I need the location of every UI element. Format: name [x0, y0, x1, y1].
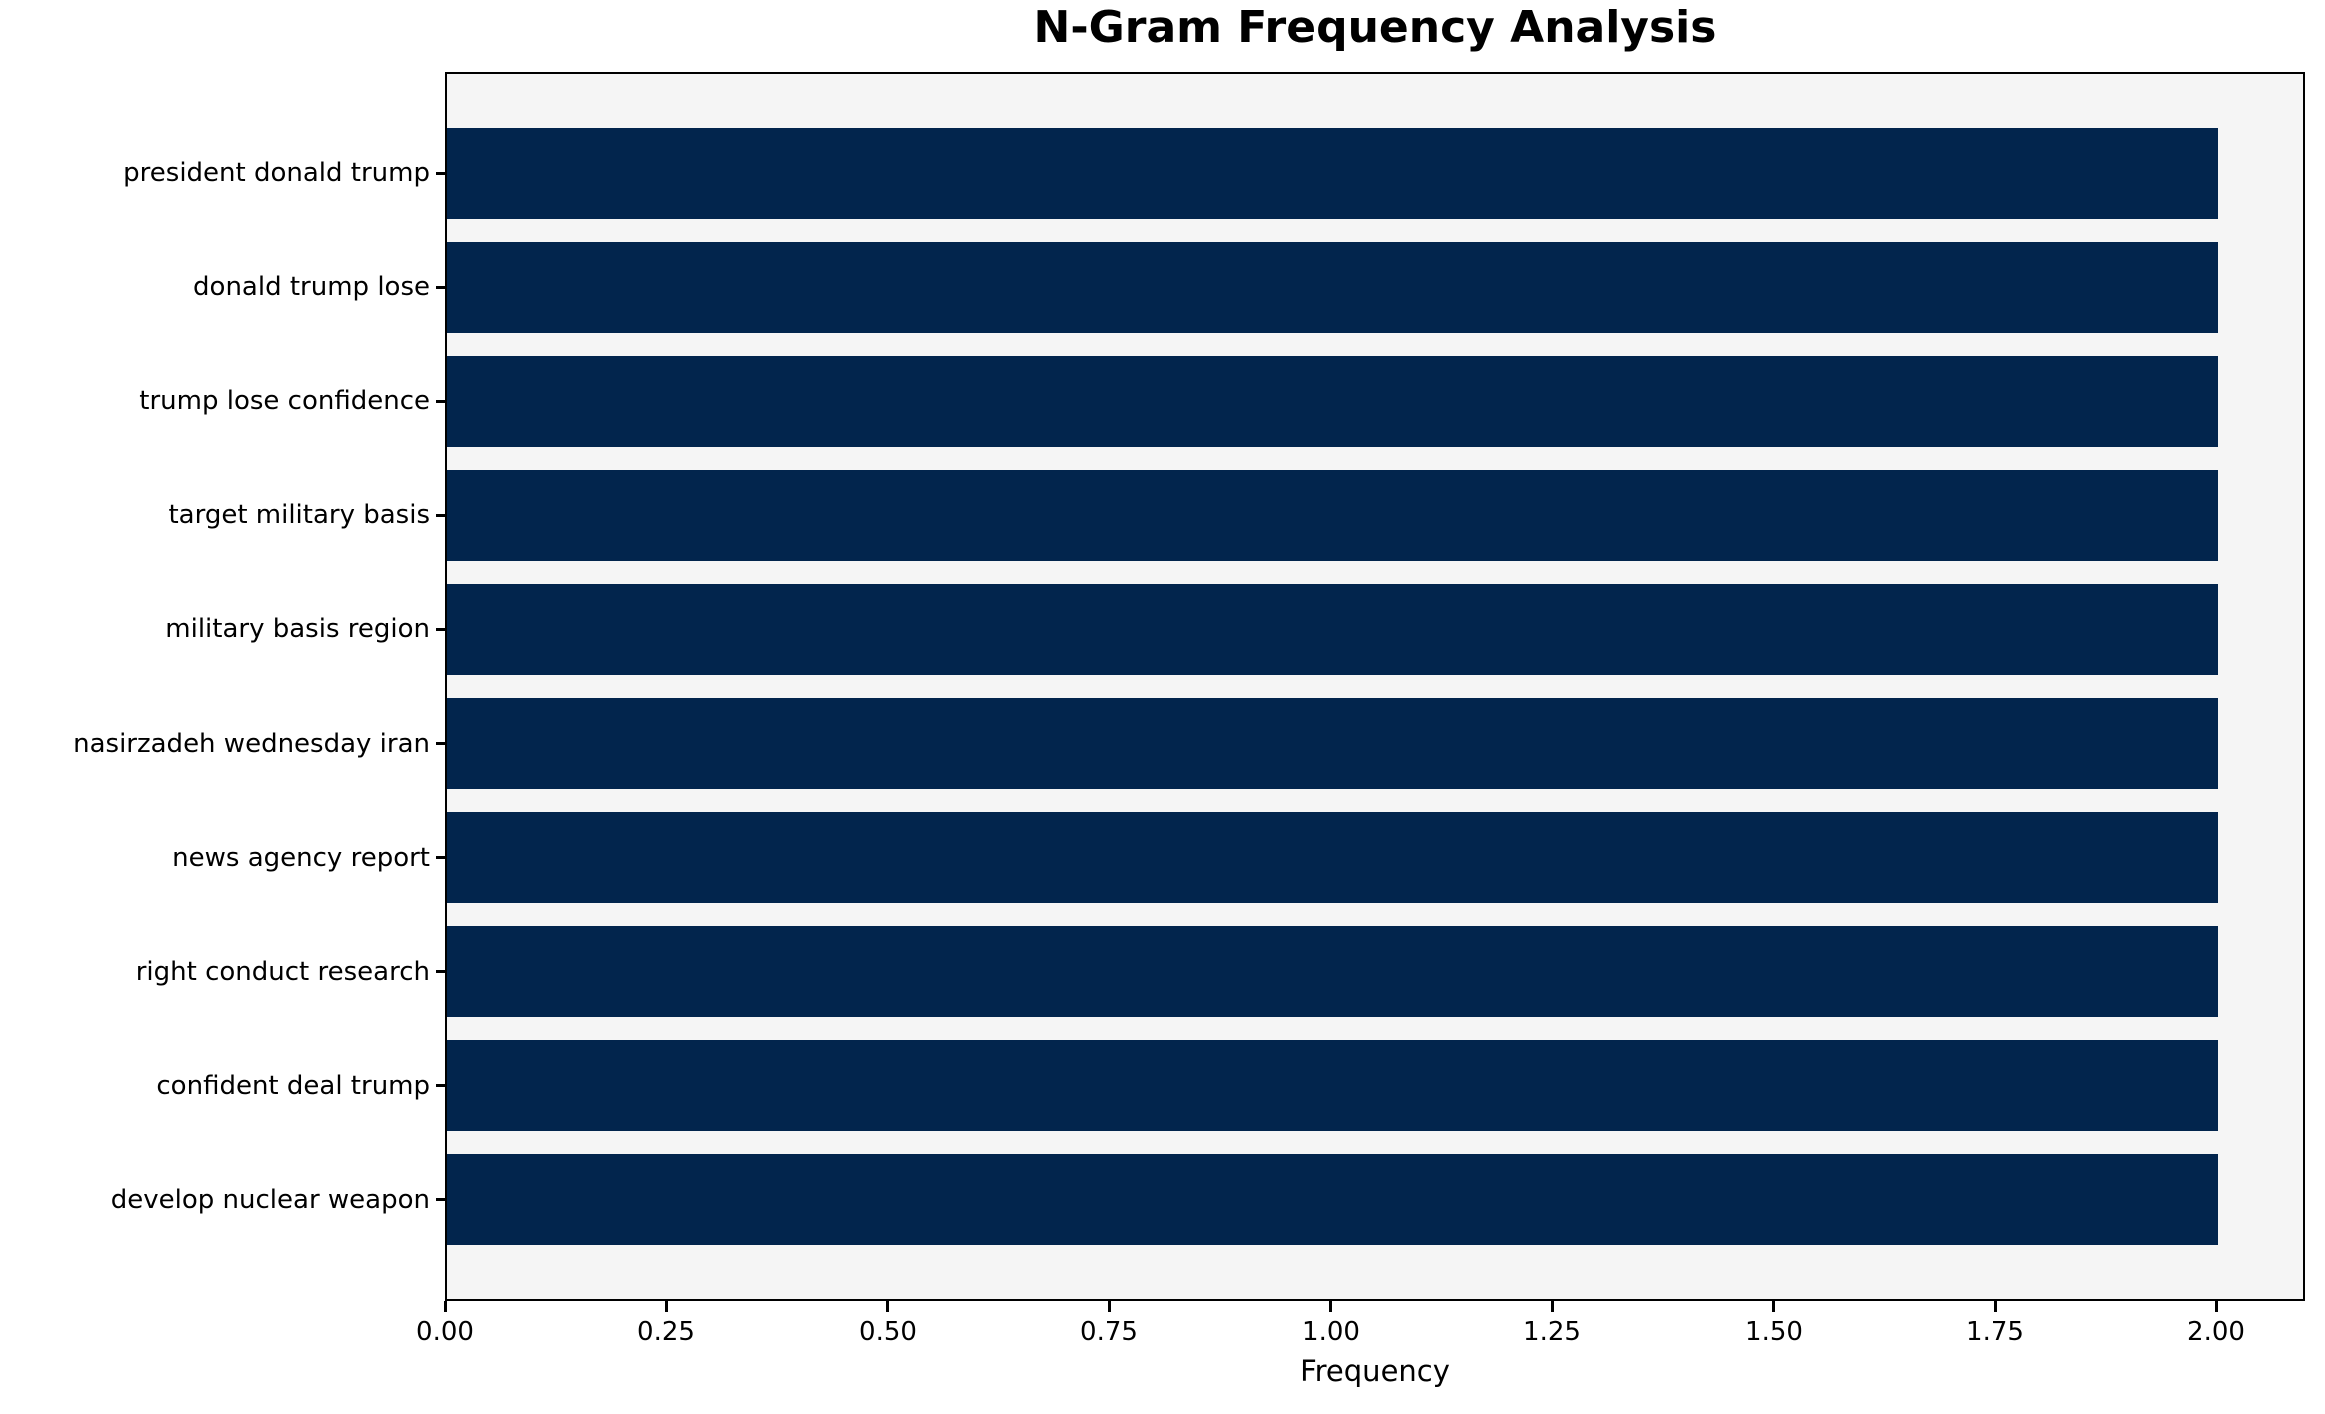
category-label: news agency report	[172, 843, 430, 873]
bar	[447, 584, 2218, 675]
chart-title: N-Gram Frequency Analysis	[1033, 2, 1717, 53]
x-tick-label: 1.25	[1523, 1317, 1581, 1347]
bar	[447, 812, 2218, 903]
category-label: trump lose confidence	[139, 386, 430, 416]
x-tick	[1329, 1301, 1332, 1312]
x-tick	[1994, 1301, 1997, 1312]
x-tick	[1772, 1301, 1775, 1312]
bar	[447, 1040, 2218, 1131]
x-axis-title: Frequency	[1300, 1354, 1450, 1388]
x-tick	[665, 1301, 668, 1312]
category-label: donald trump lose	[193, 272, 430, 302]
category-label: right conduct research	[135, 957, 430, 987]
y-tick	[436, 514, 445, 517]
y-tick	[436, 400, 445, 403]
x-tick	[444, 1301, 447, 1312]
bar	[447, 926, 2218, 1017]
y-tick	[436, 628, 445, 631]
x-tick	[886, 1301, 889, 1312]
category-label: military basis region	[165, 614, 430, 644]
y-tick	[436, 1198, 445, 1201]
x-tick-label: 0.00	[416, 1317, 474, 1347]
category-label: confident deal trump	[156, 1071, 430, 1101]
x-tick-label: 0.75	[1080, 1317, 1138, 1347]
x-tick-label: 1.75	[1966, 1317, 2024, 1347]
y-tick	[436, 970, 445, 973]
bar	[447, 1154, 2218, 1245]
y-tick	[436, 1084, 445, 1087]
x-tick	[1551, 1301, 1554, 1312]
category-label: president donald trump	[123, 158, 430, 188]
x-tick-label: 1.50	[1745, 1317, 1803, 1347]
x-tick-label: 1.00	[1302, 1317, 1360, 1347]
x-tick-label: 0.25	[637, 1317, 695, 1347]
y-tick	[436, 172, 445, 175]
y-tick	[436, 742, 445, 745]
y-tick	[436, 286, 445, 289]
bar	[447, 356, 2218, 447]
category-label: target military basis	[168, 500, 430, 530]
y-tick	[436, 856, 445, 859]
category-label: nasirzadeh wednesday iran	[73, 729, 430, 759]
x-tick	[2215, 1301, 2218, 1312]
plot-area	[445, 72, 2305, 1301]
x-tick	[1108, 1301, 1111, 1312]
bar	[447, 698, 2218, 789]
x-tick-label: 0.50	[859, 1317, 917, 1347]
bar	[447, 128, 2218, 219]
x-tick-label: 2.00	[2187, 1317, 2245, 1347]
bar	[447, 470, 2218, 561]
category-label: develop nuclear weapon	[110, 1185, 430, 1215]
bar	[447, 242, 2218, 333]
